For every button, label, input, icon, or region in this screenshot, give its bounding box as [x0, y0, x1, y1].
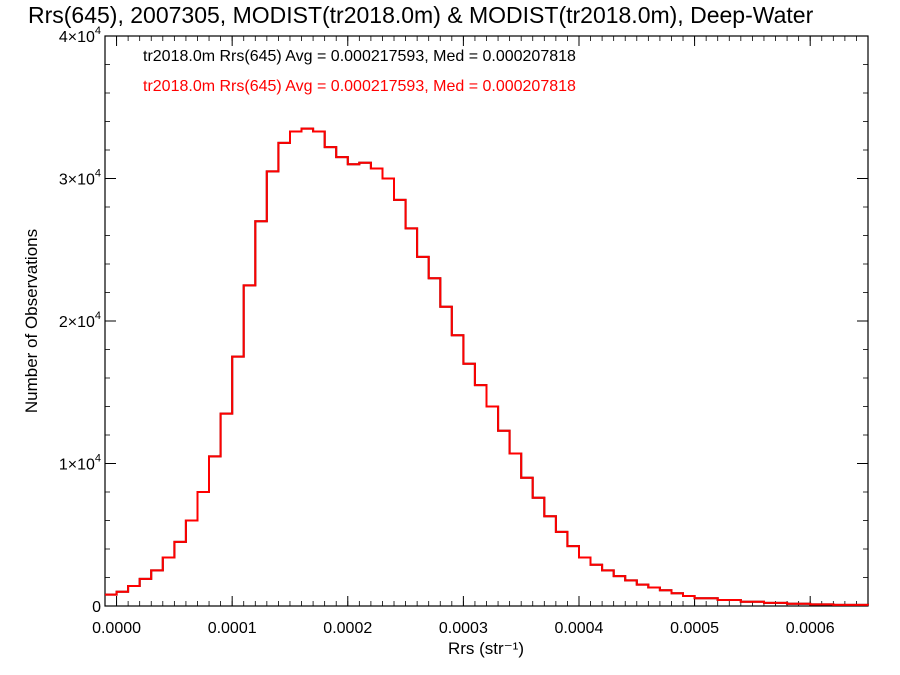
y-axis-label: Number of Observations: [22, 229, 41, 413]
y-tick-base-1: 1×10: [59, 457, 95, 474]
y-tick-label-1: 1×104: [59, 453, 101, 474]
y-tick-label-0: 0: [92, 599, 101, 616]
annotation-red: tr2018.0m Rrs(645) Avg = 0.000217593, Me…: [143, 78, 576, 95]
y-tick-exponent-1: 4: [95, 453, 101, 465]
series-line-0: [105, 127, 869, 606]
series-group: [104, 127, 869, 606]
y-tick-base-3: 3×10: [59, 172, 95, 189]
x-axis-label: Rrs (str⁻¹): [448, 639, 524, 658]
y-tick-exponent-3: 4: [95, 168, 101, 180]
y-tick-exponent-2: 4: [95, 310, 101, 322]
y-tick-base-4: 4×10: [59, 29, 95, 46]
axis-ticks: 0.0000 0.0001 0.0002 0.0003 0.0004 0.0005 0.00…: [59, 25, 869, 637]
x-tick-label-3: 0.0003: [439, 620, 488, 637]
x-tick-label-5: 0.0005: [670, 620, 719, 637]
y-tick-base-2: 2×10: [59, 314, 95, 331]
y-tick-exponent-4: 4: [95, 25, 101, 37]
y-tick-label-2: 2×104: [59, 310, 101, 331]
x-tick-label-1: 0.0001: [208, 620, 257, 637]
chart-title: Rrs(645), 2007305, MODIST(tr2018.0m) & M…: [28, 2, 814, 28]
x-tick-label-2: 0.0002: [323, 620, 372, 637]
y-tick-label-3: 3×104: [59, 168, 101, 189]
annotation-black: tr2018.0m Rrs(645) Avg = 0.000217593, Me…: [143, 48, 576, 65]
y-tick-label-4: 4×104: [59, 25, 101, 46]
x-tick-label-4: 0.0004: [555, 620, 604, 637]
plot-frame: [104, 35, 869, 607]
y-tick-base-0: 0: [92, 599, 101, 616]
x-tick-label-6: 0.0006: [786, 620, 835, 637]
x-tick-label-0: 0.0000: [92, 620, 141, 637]
series-line-1: [105, 127, 869, 606]
